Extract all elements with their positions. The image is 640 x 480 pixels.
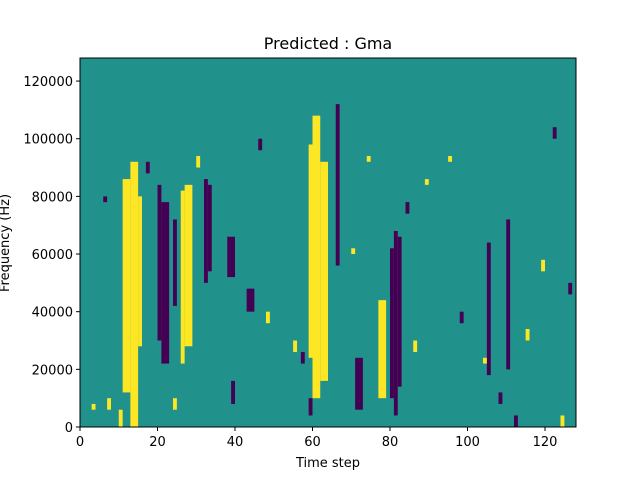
heatmap-cell-47 (498, 392, 503, 404)
y-tick-label-60000: 60000 (32, 248, 73, 263)
heatmap-cell-16 (393, 230, 398, 416)
x-tick-label-120: 120 (533, 435, 558, 450)
heatmap-cell-30 (196, 156, 201, 168)
x-tick-label-20: 20 (149, 435, 166, 450)
heatmap-cell-13 (207, 184, 212, 272)
y-tick-label-20000: 20000 (32, 363, 73, 378)
heatmap-cell-42 (145, 161, 150, 174)
heatmap-cell-9 (157, 184, 162, 341)
heatmap-cell-11 (173, 219, 177, 306)
x-tick-label-80: 80 (382, 435, 399, 450)
x-tick-label-100: 100 (455, 435, 480, 450)
heatmap-cell-6 (312, 115, 321, 399)
x-tick-label-40: 40 (227, 435, 244, 450)
heatmap-cell-28 (118, 409, 123, 427)
heatmap-cell-5 (308, 144, 313, 358)
heatmap-cell-39 (541, 259, 546, 272)
heatmap-cell-0 (122, 179, 131, 393)
x-axis-label: Time step (295, 456, 360, 471)
heatmap-cell-25 (424, 179, 429, 185)
heatmap-cell-34 (366, 156, 371, 162)
heatmap-cell-27 (107, 398, 112, 410)
heatmap-cell-12 (204, 179, 208, 283)
x-axis: 0 20 40 60 80 100 120 (76, 427, 558, 450)
heatmap-cell-21 (246, 288, 255, 312)
heatmap-cell-3 (180, 190, 185, 364)
heatmap-cell-23 (231, 380, 236, 404)
heatmap-cell-10 (161, 202, 170, 364)
y-axis: 0 20000 40000 60000 80000 100000 120000 (23, 75, 80, 436)
heatmap-cell-35 (413, 340, 418, 353)
heatmap-cell-7 (320, 161, 328, 381)
y-tick-label-100000: 100000 (23, 133, 73, 148)
heatmap-cell-33 (351, 248, 356, 255)
heatmap-cell-44 (300, 352, 305, 364)
heatmap-cell-41 (103, 196, 108, 203)
heatmap-cell-48 (514, 415, 518, 427)
heatmap-cell-26 (91, 403, 96, 410)
heatmap-cell-17 (397, 236, 402, 387)
heatmap-cell-8 (378, 300, 387, 399)
heatmap-cell-32 (293, 340, 298, 353)
heatmap-cell-4 (184, 184, 193, 347)
x-tick-label-0: 0 (76, 435, 84, 450)
heatmap-cell-1 (130, 161, 139, 427)
y-tick-label-0: 0 (65, 421, 73, 436)
heatmap-cell-46 (459, 311, 464, 324)
heatmap-cell-31 (266, 311, 270, 324)
heatmap-cell-2 (138, 196, 143, 347)
heatmap-cell-37 (483, 357, 487, 364)
chart-title: Predicted : Gma (264, 34, 392, 53)
heatmap-cell-18 (355, 357, 363, 410)
heatmap-cell-19 (486, 242, 491, 376)
heatmap-cell-14 (335, 104, 340, 266)
heatmap-cell-40 (560, 415, 565, 427)
y-tick-label-120000: 120000 (23, 75, 73, 90)
heatmap-cell-15 (390, 248, 394, 399)
heatmap-cell-36 (448, 156, 453, 162)
heatmap-cell-24 (308, 398, 313, 416)
heatmap-cell-45 (405, 202, 410, 214)
heatmap-cell-38 (525, 328, 530, 341)
heatmap-cell-20 (506, 219, 511, 370)
plot-frame (79, 57, 577, 428)
heatmap-cell-43 (258, 138, 263, 151)
heatmap-cell-22 (227, 236, 235, 278)
y-tick-label-40000: 40000 (32, 306, 73, 321)
y-tick-label-80000: 80000 (32, 190, 73, 205)
plot-area (80, 58, 576, 427)
x-tick-label-60: 60 (304, 435, 321, 450)
heatmap-cell-29 (173, 398, 177, 410)
heatmap-cell-50 (568, 282, 573, 295)
y-axis-label: Frequency (Hz) (0, 194, 13, 292)
heatmap-cell-49 (552, 127, 557, 139)
